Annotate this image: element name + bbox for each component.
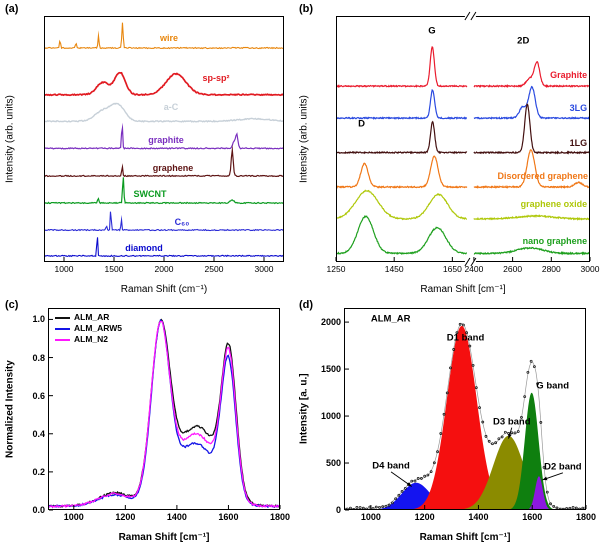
panel-b-tag: (b) (299, 3, 314, 15)
x-tick-label: 1200 (115, 512, 136, 522)
y-tick-label: 0.6 (32, 390, 45, 401)
panel-d: (d) Intensity [a. u.] Raman Shift [cm⁻¹]… (296, 298, 598, 544)
series-label: a-C (163, 102, 179, 113)
x-tick-label: 3000 (254, 264, 274, 274)
x-tick-label: 2400 (464, 264, 484, 274)
series-label: graphene oxide (520, 199, 588, 210)
x-tick-label: 2800 (541, 264, 561, 274)
series-label: graphene (152, 163, 194, 174)
x-tick-label: 1400 (166, 512, 187, 522)
panel-d-y-axis-label: Intensity [a. u.] (298, 373, 310, 445)
annotation: D1 band (446, 332, 485, 344)
legend-label: ALM_N2 (74, 334, 109, 344)
x-tick-label: 1600 (522, 512, 543, 522)
panel-c-x-axis-label: Raman Shift [cm⁻¹] (118, 532, 210, 543)
plot-canvas-b (296, 2, 598, 296)
x-tick-label: 2500 (204, 264, 224, 274)
x-tick-label: 1000 (63, 512, 84, 522)
y-tick-label: 0.4 (32, 428, 45, 439)
annotation: G band (536, 380, 570, 392)
panel-a-tag: (a) (5, 3, 19, 15)
x-tick-label: 2000 (154, 264, 174, 274)
panel-d-x-axis-label: Raman Shift [cm⁻¹] (419, 532, 511, 543)
x-tick-label: 1800 (575, 512, 597, 522)
legend-item: ALM_ARW5 (55, 323, 122, 334)
panel-a-x-axis-label: Raman Shift (cm⁻¹) (120, 284, 208, 295)
x-tick-label: 1000 (54, 264, 74, 274)
x-tick-label: 1000 (360, 512, 381, 522)
panel-a-y-axis-label: Intensity (arb. units) (4, 95, 16, 183)
legend-swatch (55, 327, 70, 330)
y-tick-label: 0.8 (32, 352, 45, 363)
y-tick-label: 500 (325, 458, 341, 469)
y-tick-label: 1500 (320, 364, 341, 375)
legend: ALM_AR ALM_ARW5 ALM_N2 (55, 312, 122, 345)
legend-item: ALM_N2 (55, 334, 122, 345)
y-tick-label: 2000 (320, 317, 341, 328)
plot-canvas-a (2, 2, 294, 296)
panel-d-tag: (d) (299, 299, 314, 311)
y-tick-label: 1000 (320, 411, 341, 422)
x-tick-label: 1450 (384, 264, 404, 274)
x-tick-label: 1800 (269, 512, 291, 522)
plot-canvas-d (296, 298, 598, 544)
series-label: graphite (148, 135, 184, 146)
annotation: D2 band (544, 461, 582, 473)
y-tick-label: 0.2 (32, 466, 45, 477)
plot-canvas-c (2, 298, 294, 544)
x-tick-label: 1650 (442, 264, 462, 274)
legend-label: ALM_AR (74, 312, 110, 322)
x-tick-label: 1600 (218, 512, 239, 522)
legend-swatch (55, 338, 70, 341)
panel-c-tag: (c) (5, 299, 19, 311)
annotation: G (428, 25, 436, 37)
x-tick-label: 1200 (414, 512, 435, 522)
legend-swatch (55, 316, 70, 319)
series-label: 1LG (569, 137, 588, 148)
x-tick-label: 2600 (503, 264, 523, 274)
panel-b-y-axis-label: Intensity (arb. units) (298, 95, 310, 183)
x-tick-label: 3000 (580, 264, 600, 274)
panel-b: (b) Intensity (arb. units) Raman Shift [… (296, 2, 600, 296)
annotation: ALM_AR (370, 313, 411, 325)
series-label: 3LG (569, 103, 588, 114)
series-label: Disordered graphene (497, 170, 589, 181)
panel-b-x-axis-label: Raman Shift [cm⁻¹] (420, 284, 506, 295)
series-label: sp-sp² (202, 72, 230, 83)
legend-label: ALM_ARW5 (74, 323, 123, 333)
panel-c-y-axis-label: Normalized Intensity (4, 360, 16, 458)
annotation: D (358, 118, 366, 130)
x-tick-label: 1250 (326, 264, 346, 274)
series-label: SWCNT (133, 189, 167, 200)
x-tick-label: 1500 (104, 264, 124, 274)
panel-c: (c) Normalized Intensity Raman Shift [cm… (2, 298, 294, 544)
series-label: C₆₀ (174, 217, 190, 228)
y-tick-label: 0.0 (32, 505, 45, 515)
panel-a: (a) Intensity (arb. units) Raman Shift (… (2, 2, 294, 296)
y-tick-label: 1.0 (32, 314, 45, 325)
series-label: wire (159, 33, 179, 44)
y-tick-label: 0 (335, 505, 341, 515)
legend-item: ALM_AR (55, 312, 122, 323)
series-label: diamond (125, 243, 163, 254)
annotation: D3 band (493, 416, 531, 428)
x-tick-label: 1400 (468, 512, 489, 522)
annotation: 2D (517, 35, 530, 47)
series-label: nano graphene (522, 236, 588, 247)
series-label: Graphite (550, 69, 588, 80)
annotation: D4 band (372, 460, 410, 472)
